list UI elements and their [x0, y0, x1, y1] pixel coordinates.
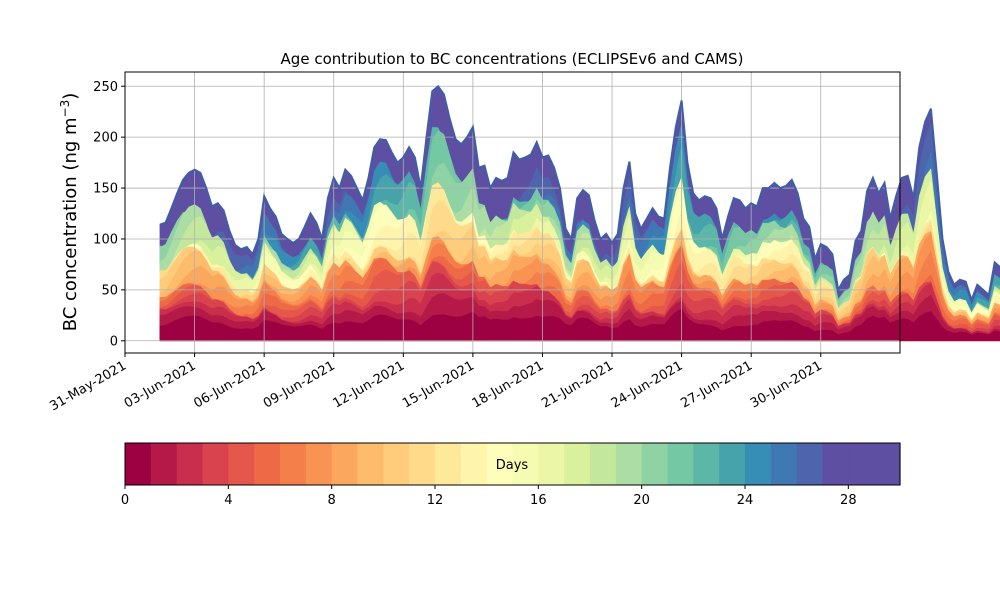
colorbar-bin-29 — [874, 443, 901, 485]
colorbar-bin-6 — [280, 443, 307, 485]
colorbar-bin-27 — [822, 443, 849, 485]
colorbar-tick-label: 24 — [737, 493, 754, 508]
colorbar-label: Days — [496, 458, 529, 473]
colorbar-bins — [125, 443, 901, 485]
colorbar-bin-15 — [512, 443, 539, 485]
colorbar-bin-13 — [460, 443, 488, 485]
colorbar-bin-24 — [745, 443, 772, 485]
colorbar-bin-12 — [435, 443, 462, 485]
colorbar-bin-3 — [202, 443, 229, 485]
gridlines — [124, 72, 900, 353]
colorbar-tick-label: 28 — [840, 493, 857, 508]
colorbar-bin-4 — [228, 443, 255, 485]
colorbar-bin-11 — [409, 443, 436, 485]
y-axis-label-main: BC concentration (ng m — [60, 117, 81, 331]
colorbar-bin-26 — [796, 443, 824, 485]
colorbar-bin-21 — [667, 443, 694, 485]
y-axis-label: BC concentration (ng m−3) — [58, 93, 81, 332]
axes-frame — [124, 71, 901, 354]
colorbar-bin-1 — [150, 443, 178, 485]
y-tick-label: 50 — [101, 283, 118, 298]
y-axis-label-superscript: −3 — [58, 100, 72, 118]
age-stack-layers — [159, 86, 1000, 341]
colorbar-bin-7 — [305, 443, 333, 485]
colorbar-tick-label: 12 — [427, 493, 444, 508]
colorbar-bin-28 — [848, 443, 875, 485]
colorbar-tick-label: 0 — [121, 493, 129, 508]
colorbar-bin-19 — [615, 443, 643, 485]
colorbar-bin-5 — [254, 443, 281, 485]
colorbar-bin-2 — [176, 443, 204, 485]
colorbar-bin-25 — [770, 443, 798, 485]
colorbar-bin-20 — [641, 443, 669, 485]
colorbar-bin-0 — [125, 443, 152, 485]
colorbar-ticks: 0 4 8 12 16 20 24 28 — [121, 485, 857, 508]
colorbar: Days 0 4 8 12 16 20 24 28 — [121, 442, 901, 508]
y-tick-label: 150 — [93, 182, 118, 197]
colorbar-bin-23 — [719, 443, 746, 485]
colorbar-bin-8 — [331, 443, 359, 485]
colorbar-bin-9 — [357, 443, 384, 485]
age-layer-0-days — [159, 308, 1000, 341]
chart-title: Age contribution to BC concentrations (E… — [281, 50, 744, 68]
colorbar-tick-label: 4 — [224, 493, 232, 508]
colorbar-bin-22 — [693, 443, 720, 485]
y-tick-label: 0 — [110, 334, 118, 349]
y-axis-ticks: 0 50 100 150 200 250 — [93, 80, 125, 349]
y-axis-label-close: ) — [60, 93, 81, 100]
colorbar-frame — [124, 442, 901, 486]
colorbar-bin-16 — [538, 443, 565, 485]
colorbar-bin-10 — [383, 443, 410, 485]
colorbar-bin-18 — [590, 443, 617, 485]
colorbar-bin-17 — [564, 443, 591, 485]
plot-area: 31-May-202103-Jun-202106-Jun-202109-Jun-… — [47, 71, 1000, 414]
colorbar-tick-label: 8 — [328, 493, 336, 508]
colorbar-tick-label: 16 — [530, 493, 547, 508]
y-tick-label: 200 — [93, 131, 118, 146]
colorbar-tick-label: 20 — [633, 493, 650, 508]
total-concentration-line — [159, 84, 1000, 304]
y-tick-label: 250 — [93, 80, 118, 95]
colorbar-bin-14 — [486, 443, 514, 485]
y-tick-label: 100 — [93, 232, 118, 247]
